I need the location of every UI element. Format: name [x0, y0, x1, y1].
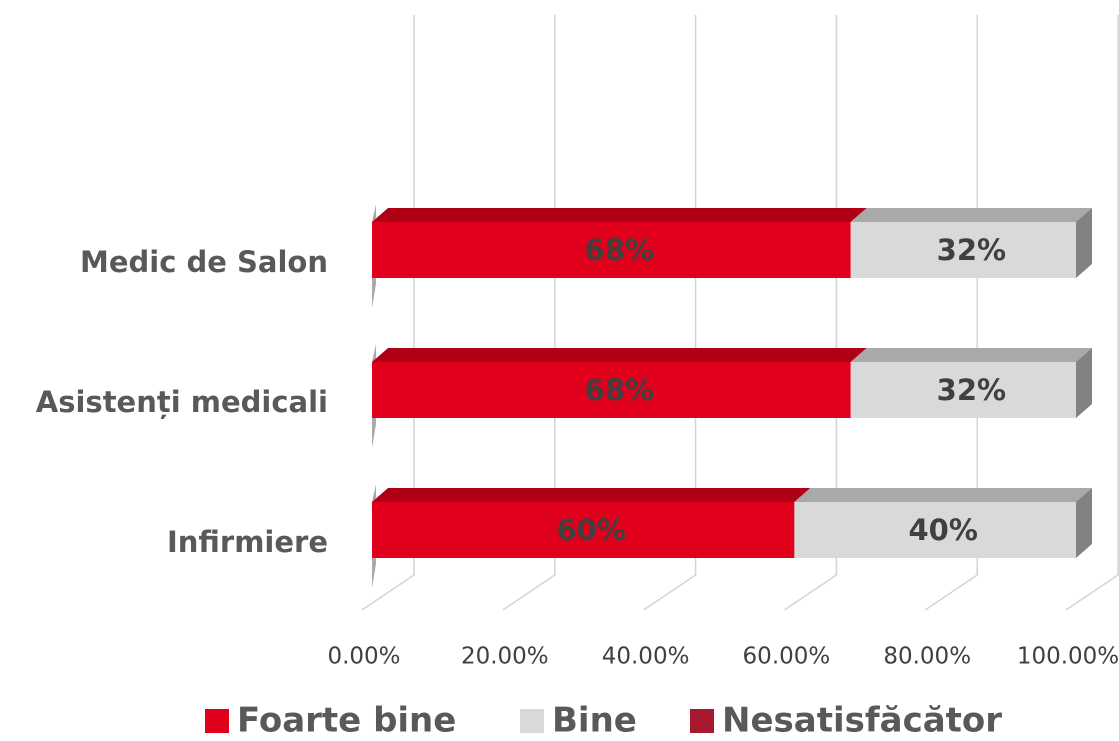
- x-tick-label: 0.00%: [327, 644, 400, 670]
- bar-top: [794, 488, 1092, 502]
- data-label: 40%: [908, 513, 977, 547]
- data-label: 32%: [937, 373, 1006, 407]
- grid-line: [361, 15, 415, 611]
- bar-top: [372, 348, 867, 362]
- data-label: 32%: [937, 233, 1006, 267]
- grid-line: [643, 15, 697, 611]
- bar-top: [372, 488, 811, 502]
- grid-line: [502, 15, 556, 611]
- x-tick-label: 80.00%: [883, 644, 971, 670]
- grid-line: [1065, 15, 1119, 611]
- data-label: 68%: [585, 233, 654, 267]
- legend-swatch: [520, 709, 544, 733]
- legend-label: Nesatisfăcător: [722, 701, 1002, 741]
- bar-top: [850, 348, 1092, 362]
- category-label: Medic de Salon: [80, 245, 328, 279]
- bar: [850, 222, 1076, 278]
- bar: [794, 502, 1076, 558]
- grid-line: [924, 15, 978, 611]
- bar-top: [372, 208, 867, 222]
- x-tick-label: 40.00%: [602, 644, 690, 670]
- bar: [850, 362, 1076, 418]
- bar-side: [1076, 208, 1092, 278]
- legend-swatch: [690, 709, 714, 733]
- category-label: Infirmiere: [167, 525, 328, 559]
- x-tick-label: 20.00%: [461, 644, 549, 670]
- x-tick-label: 100.00%: [1017, 644, 1119, 670]
- data-label: 68%: [585, 373, 654, 407]
- bar: [372, 502, 795, 558]
- x-tick-label: 60.00%: [743, 644, 831, 670]
- bar: [372, 222, 851, 278]
- legend-label: Foarte bine: [237, 701, 456, 741]
- category-label: Asistenți medicali: [36, 385, 328, 419]
- data-label: 60%: [556, 513, 625, 547]
- grid-line: [783, 15, 838, 611]
- bar: [372, 362, 851, 418]
- bar-top: [850, 208, 1092, 222]
- legend-label: Bine: [552, 701, 637, 741]
- bar-side: [1076, 488, 1092, 558]
- bar-side: [1076, 348, 1092, 418]
- legend-swatch: [205, 709, 229, 733]
